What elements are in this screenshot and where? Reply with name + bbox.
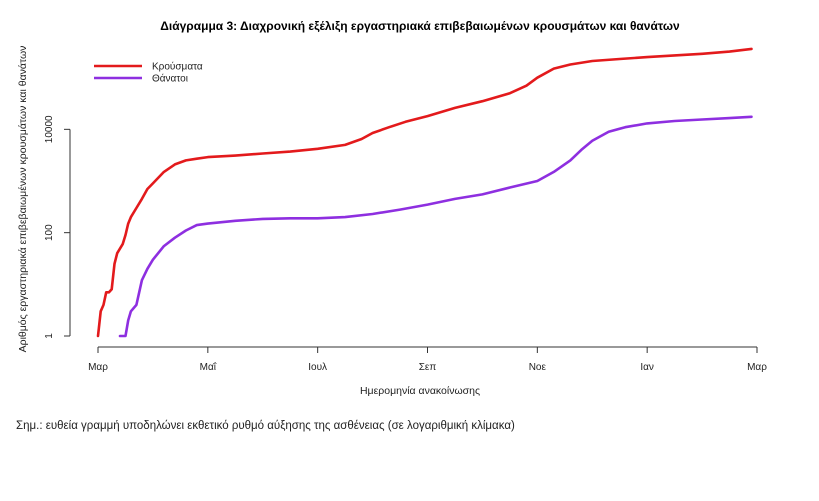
legend-label: Κρούσματα: [152, 61, 203, 73]
x-tick-label: Ιαν: [640, 362, 654, 373]
y-tick-label: 10000: [44, 115, 55, 143]
y-tick-label: 1: [44, 333, 55, 339]
series-line-cases: [96, 47, 753, 338]
chart-title: Διάγραμμα 3: Διαχρονική εξέλιξη εργαστηρ…: [160, 19, 680, 33]
legend-label: Θάνατοι: [152, 73, 188, 85]
y-tick-label: 100: [44, 224, 55, 241]
x-tick-label: Μαΐ: [200, 361, 217, 373]
chart-footnote: Σημ.: ευθεία γραμμή υποδηλώνει εκθετικό …: [16, 420, 515, 432]
x-axis-label: Ημερομηνία ανακοίνωσης: [360, 385, 480, 397]
y-axis-label: Αριθμός εργαστηριακά επιβεβαιωμένων κρου…: [17, 46, 29, 353]
series-line-deaths: [118, 115, 753, 338]
x-tick-label: Μαρ: [88, 362, 108, 373]
chart-series-lines: [96, 47, 753, 338]
x-tick-label: Νοε: [529, 362, 547, 373]
x-tick-label: Σεπ: [419, 362, 437, 373]
x-tick-label: Ιουλ: [308, 362, 327, 373]
chart-axes: Μαρ Μαΐ Ιουλ Σεπ Νοε Ιαν Μαρ 1 100 10000: [44, 115, 767, 373]
x-tick-label: Μαρ: [747, 362, 767, 373]
